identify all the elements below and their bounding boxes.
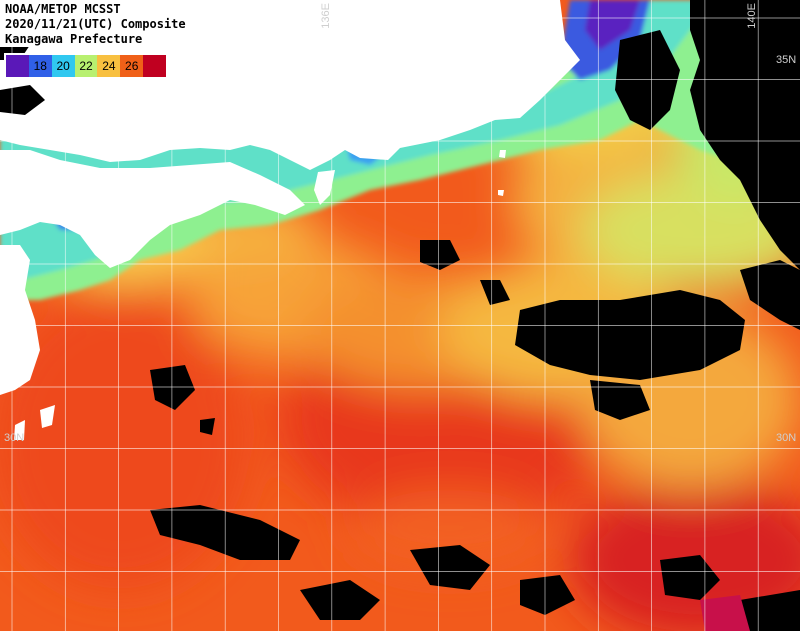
legend-cell: 22 <box>74 55 98 77</box>
legend-cell: 18 <box>28 55 52 77</box>
legend-cell: 26 <box>120 55 144 77</box>
temperature-color-scale: 18 20 22 24 26 <box>4 53 168 79</box>
warm-core-spot <box>700 595 750 631</box>
legend-cell <box>6 55 29 77</box>
latitude-label-30n-right: 30N <box>776 432 797 444</box>
legend-cell: 20 <box>51 55 75 77</box>
longitude-label-140e: 140E <box>746 3 758 29</box>
longitude-label-136e: 136E <box>320 3 332 29</box>
title-line-source: NOAA/METOP MCSST <box>5 2 121 16</box>
legend-cell: 24 <box>97 55 121 77</box>
title-line-date: 2020/11/21(UTC) Composite <box>5 17 186 31</box>
latitude-label-35n-right: 35N <box>776 54 797 66</box>
title-line-publisher: Kanagawa Prefecture <box>5 32 143 46</box>
latitude-label-30n-left: 30N <box>4 432 25 444</box>
legend-cell <box>143 55 167 77</box>
map-title-box: NOAA/METOP MCSST 2020/11/21(UTC) Composi… <box>0 0 200 47</box>
